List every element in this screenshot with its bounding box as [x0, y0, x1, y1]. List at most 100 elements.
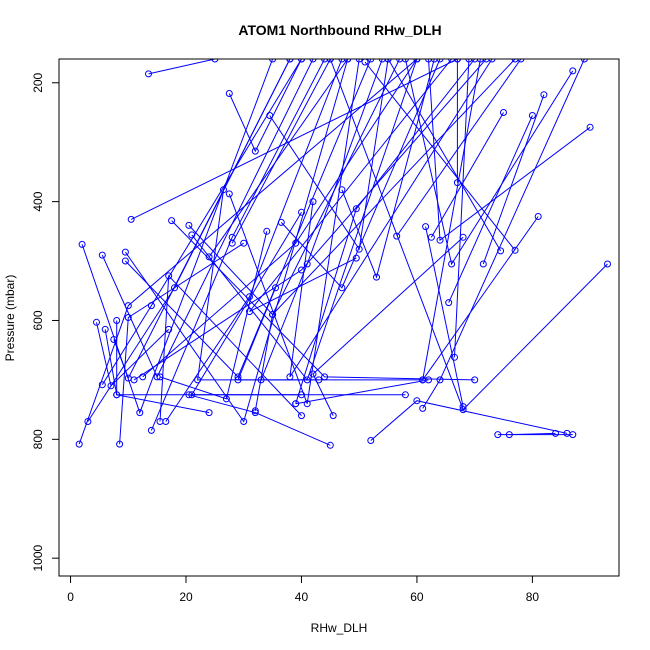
data-point: [422, 223, 430, 231]
data-point: [136, 409, 144, 417]
series-line: [150, 59, 326, 431]
data-point: [338, 284, 346, 292]
series-line: [116, 320, 302, 396]
data-point: [303, 260, 311, 268]
data-point: [326, 59, 334, 63]
data-point: [185, 221, 193, 229]
data-point: [511, 246, 519, 254]
data-point: [298, 59, 305, 63]
series-line: [295, 59, 476, 404]
data-point: [488, 59, 496, 63]
data-point: [352, 254, 360, 262]
data-point: [127, 215, 135, 223]
data-point: [225, 90, 233, 97]
data-point: [269, 59, 277, 63]
data-point: [98, 381, 106, 389]
data-point: [165, 272, 173, 280]
data-point: [430, 59, 438, 63]
y-tick-label: 1000: [31, 545, 45, 572]
series-line: [295, 379, 429, 405]
data-point: [107, 382, 115, 390]
series-line: [171, 220, 475, 381]
data-point: [425, 59, 432, 63]
data-point: [78, 240, 86, 248]
data-point: [569, 431, 577, 439]
series-line: [188, 394, 331, 446]
data-point: [448, 59, 456, 63]
data-point: [286, 59, 294, 63]
series-line: [425, 226, 464, 407]
series-line: [428, 59, 591, 242]
data-point: [459, 403, 467, 411]
data-point: [124, 314, 132, 321]
data-point: [298, 391, 305, 399]
series-line: [260, 59, 383, 381]
data-point: [445, 299, 453, 307]
series-line: [119, 242, 244, 445]
data-point: [98, 251, 106, 259]
data-point: [479, 260, 487, 268]
data-point: [436, 236, 444, 244]
x-axis: 0 20 40 60 80: [67, 575, 540, 604]
data-point: [292, 400, 300, 408]
data-point: [171, 284, 178, 292]
data-point: [185, 391, 193, 399]
data-point: [240, 418, 248, 425]
series-line: [454, 59, 470, 358]
data-point: [75, 440, 83, 448]
series-line: [165, 59, 343, 422]
data-point: [298, 208, 305, 216]
series-line: [396, 59, 522, 237]
data-point: [272, 284, 279, 292]
series-line: [312, 236, 464, 416]
series-line: [237, 287, 319, 381]
data-point: [121, 248, 129, 256]
data-point: [476, 59, 484, 63]
data-point: [517, 59, 525, 63]
data-point: [113, 317, 121, 324]
series-line: [124, 59, 349, 423]
x-tick-label: 80: [526, 590, 540, 604]
data-point: [580, 59, 588, 63]
series-line: [430, 112, 504, 238]
y-axis: 200 400 600 800 1000: [31, 72, 60, 572]
data-point: [298, 412, 305, 420]
series-line: [208, 59, 349, 258]
y-tick-label: 200: [31, 72, 45, 92]
data-point: [425, 376, 432, 384]
data-point: [205, 409, 213, 417]
data-point: [251, 407, 259, 415]
data-point: [168, 217, 176, 225]
series-line: [249, 59, 452, 313]
data-point: [329, 412, 337, 420]
data-point: [147, 426, 155, 434]
series-line: [101, 59, 302, 385]
data-point: [124, 302, 132, 310]
y-tick-label: 800: [31, 429, 45, 449]
y-axis-label: Pressure (mbar): [3, 275, 17, 362]
data-point: [309, 370, 317, 378]
data-point: [269, 311, 277, 318]
data-point: [326, 441, 334, 449]
series-line: [81, 59, 274, 415]
series-line: [482, 94, 545, 265]
series-line: [133, 59, 487, 381]
series-line: [364, 61, 516, 251]
data-point: [511, 59, 519, 63]
data-point: [156, 373, 164, 381]
data-point: [121, 257, 129, 265]
data-point: [427, 233, 435, 241]
data-point: [205, 253, 213, 261]
data-point: [396, 59, 404, 63]
data-point: [211, 59, 219, 63]
data-point: [401, 59, 409, 63]
series-line: [448, 115, 533, 303]
chart-title: ATOM1 Northbound RHw_DLH: [238, 22, 441, 38]
data-point: [338, 186, 346, 194]
data-point: [225, 190, 233, 198]
data-point: [228, 239, 236, 247]
data-point: [500, 109, 507, 116]
data-point: [303, 400, 311, 408]
y-tick-label: 400: [31, 191, 45, 211]
